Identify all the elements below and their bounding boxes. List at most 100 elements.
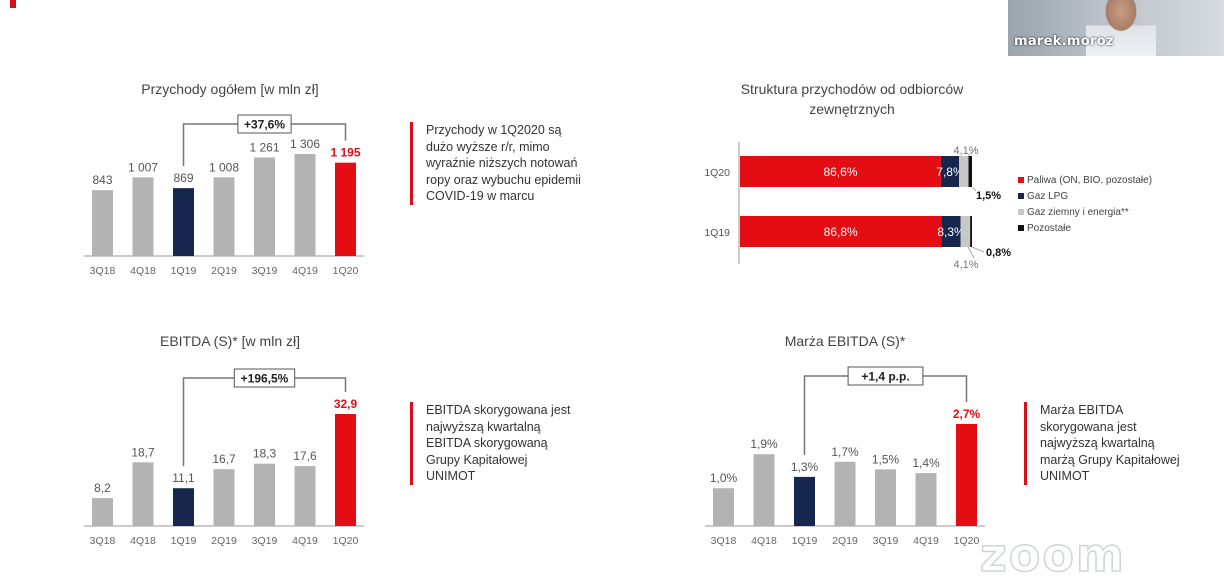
data-label: 16,7 xyxy=(212,452,236,466)
bar-4Q18 xyxy=(132,177,154,256)
ebitda-callout: EBITDA skorygowana jest najwyższą kwartal… xyxy=(410,402,571,485)
data-label: 843 xyxy=(92,173,112,187)
legend-swatch xyxy=(1018,193,1024,199)
bar-4Q18 xyxy=(132,462,154,526)
x-tick-label: 4Q19 xyxy=(913,535,939,547)
segment-1-1Q20 xyxy=(940,156,960,187)
growth-badge xyxy=(233,368,296,388)
zoom-watermark: zoom xyxy=(979,527,1126,582)
data-label: 1 007 xyxy=(128,160,158,174)
bar-3Q18 xyxy=(713,488,734,526)
x-tick-label: 3Q19 xyxy=(252,535,278,547)
growth-badge xyxy=(237,114,292,134)
leader-line xyxy=(967,147,977,157)
bar-1Q19 xyxy=(173,188,194,256)
bar-chart-0: Przychody ogółem [w mln zł] 843 3Q18 1 007 4… xyxy=(84,81,364,277)
segment-label: 86,6% xyxy=(823,165,857,179)
segment-2-1Q20 xyxy=(959,156,969,187)
data-label: 18,7 xyxy=(131,445,155,459)
bar-3Q18 xyxy=(92,190,113,256)
segment-label: 4,1% xyxy=(953,145,978,157)
callout-line: skorygowana jest xyxy=(1040,419,1137,434)
revenue-callout: Przychody w 1Q2020 są dużo wyższe r/r, mi… xyxy=(410,122,581,205)
callout-line: COVID-19 w marcu xyxy=(426,189,535,203)
x-tick-label: 4Q19 xyxy=(292,265,318,277)
callout-line: Marża EBITDA xyxy=(1040,403,1124,417)
x-tick-label: 1Q20 xyxy=(333,265,359,277)
bar-3Q19 xyxy=(875,469,896,526)
legend-swatch xyxy=(1018,177,1024,183)
growth-label: +37,6% xyxy=(244,118,285,132)
chart-title: Struktura przychodów od odbiorców xyxy=(741,81,964,97)
legend-swatch xyxy=(1018,225,1024,231)
participant-image xyxy=(1086,0,1156,56)
x-tick-label: 3Q19 xyxy=(873,535,899,547)
chart-title: Marża EBITDA (S)* xyxy=(785,333,906,349)
x-tick-label: 2Q19 xyxy=(832,535,858,547)
x-tick-label: 3Q19 xyxy=(252,265,278,277)
bar-4Q19 xyxy=(915,473,937,526)
segment-3-1Q20 xyxy=(968,156,972,187)
x-tick-label: 3Q18 xyxy=(90,265,116,277)
data-label: 8,2 xyxy=(94,481,111,495)
data-label: 1,9% xyxy=(750,437,778,451)
growth-badge xyxy=(847,366,924,386)
x-tick-label: 1Q20 xyxy=(333,535,359,547)
data-label: 32,9 xyxy=(334,397,358,411)
data-label: 1,0% xyxy=(710,471,738,485)
bar-chart-2: EBITDA (S)* [w mln zł] 8,2 3Q18 18,7 4Q18 11,… xyxy=(84,333,364,547)
data-label: 1,3% xyxy=(791,460,819,474)
callout-line: marżą Grupy Kapitałowej xyxy=(1040,452,1180,467)
x-tick-label: 1Q19 xyxy=(171,265,197,277)
callout-line: UNIMOT xyxy=(426,469,476,483)
x-tick-label: 1Q19 xyxy=(792,535,818,547)
x-tick-label: 3Q18 xyxy=(90,535,116,547)
segment-label: 7,8% xyxy=(936,165,964,179)
x-tick-label: 4Q18 xyxy=(751,535,777,547)
data-label: 1,5% xyxy=(872,452,900,466)
bar-2Q19 xyxy=(213,469,235,526)
data-label: 17,6 xyxy=(293,449,317,463)
x-tick-label: 4Q18 xyxy=(130,535,156,547)
segment-1-1Q19 xyxy=(941,216,961,247)
stacked-bar-chart: Struktura przychodów od odbiorców zewnętr… xyxy=(704,81,1152,271)
legend-swatch xyxy=(1018,209,1024,215)
growth-label: +1,4 p.p. xyxy=(861,370,909,384)
legend-entry: Paliwa (ON, BIO, pozostałe) xyxy=(1027,175,1152,186)
bar-4Q19 xyxy=(294,466,316,526)
callout-line: najwyższą kwartalną xyxy=(1040,436,1155,450)
bar-1Q19 xyxy=(794,476,815,526)
callout-line: ropy oraz wybuchu epidemii xyxy=(426,172,581,187)
growth-bracket xyxy=(803,375,968,455)
data-label: 1 261 xyxy=(249,141,279,155)
data-label: 18,3 xyxy=(253,447,277,461)
y-tick-label: 1Q20 xyxy=(704,167,730,179)
callout-line: UNIMOT xyxy=(1040,469,1090,483)
segment-3-1Q19 xyxy=(970,216,972,247)
segment-label: 0,8% xyxy=(986,247,1011,259)
leader-line xyxy=(971,186,977,192)
bar-2Q19 xyxy=(834,461,856,526)
x-tick-label: 1Q19 xyxy=(171,535,197,547)
x-tick-label: 2Q19 xyxy=(211,265,237,277)
bar-2Q19 xyxy=(213,177,235,256)
x-tick-label: 2Q19 xyxy=(211,535,237,547)
callout-line: wyraźnie niższych notowań xyxy=(426,156,578,170)
bar-3Q19 xyxy=(254,463,275,526)
bar-4Q18 xyxy=(753,454,775,526)
y-tick-label: 1Q19 xyxy=(704,227,730,239)
data-label: 2,7% xyxy=(953,407,981,421)
bar-1Q20 xyxy=(335,414,356,526)
segment-0-1Q19 xyxy=(740,216,942,247)
callout-line: Przychody w 1Q2020 są xyxy=(426,123,562,137)
segment-label: 4,1% xyxy=(953,259,978,271)
bar-1Q20 xyxy=(335,162,356,256)
segment-label: 86,8% xyxy=(824,225,858,239)
video-thumbnail[interactable]: marek.moroz xyxy=(1008,0,1224,56)
data-label: 1,4% xyxy=(912,456,940,470)
chart-title: Przychody ogółem [w mln zł] xyxy=(141,81,318,97)
data-label: 1 008 xyxy=(209,160,239,174)
callout-line: najwyższą kwartalną xyxy=(426,419,541,434)
data-label: 1,7% xyxy=(831,445,859,459)
segment-label: 8,3% xyxy=(937,225,965,239)
